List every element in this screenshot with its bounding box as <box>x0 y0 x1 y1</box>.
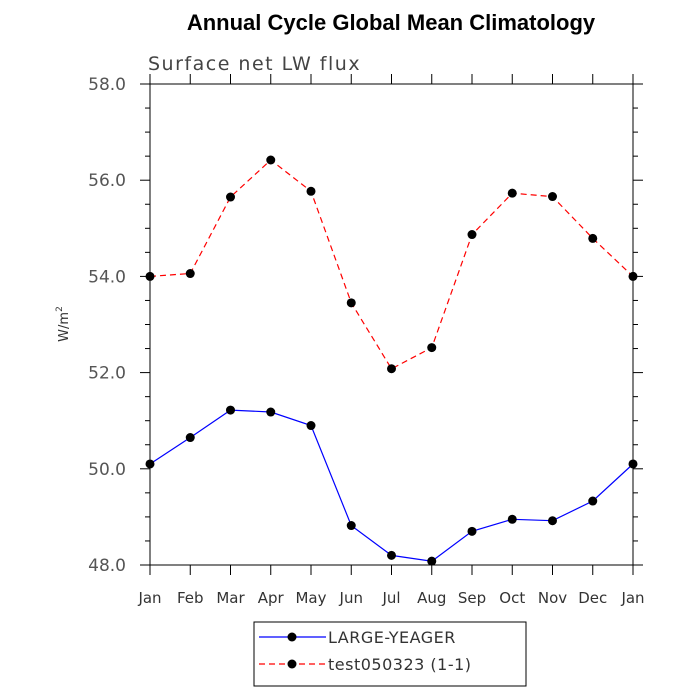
series-line-test050323-1-1 <box>149 159 634 370</box>
chart-title: Annual Cycle Global Mean Climatology <box>187 10 596 35</box>
data-point-test050323-1-1 <box>628 271 638 281</box>
y-axis-label-superscript: 2 <box>55 306 65 312</box>
x-tick-label: Aug <box>417 589 446 607</box>
data-point-large-yeager <box>507 514 517 524</box>
x-tick-label: Dec <box>578 589 607 607</box>
x-tick-label: Jun <box>339 589 363 607</box>
y-tick-label: 48.0 <box>88 556 126 576</box>
data-point-large-yeager <box>226 405 235 415</box>
plot-frame <box>149 83 634 566</box>
data-point-test050323-1-1 <box>145 271 155 281</box>
x-tick-label: Jul <box>381 589 400 607</box>
y-tick-label: 56.0 <box>88 171 126 191</box>
data-point-large-yeager <box>548 516 557 526</box>
data-point-large-yeager <box>588 496 598 506</box>
y-axis-ticks: 48.0 50.0 52.0 54.0 56.0 58.0 <box>88 75 643 576</box>
x-tick-label: May <box>295 589 326 607</box>
data-point-test050323-1-1 <box>185 269 195 279</box>
data-point-large-yeager <box>266 407 276 417</box>
data-point-large-yeager <box>387 550 396 560</box>
legend-box <box>253 621 527 687</box>
y-tick-label: 50.0 <box>88 460 126 480</box>
data-point-large-yeager <box>185 433 195 443</box>
legend-label-large-yeager: LARGE-YEAGER <box>328 628 456 647</box>
y-tick-label: 54.0 <box>88 267 126 287</box>
data-point-large-yeager <box>306 421 316 431</box>
data-point-test050323-1-1 <box>387 364 396 374</box>
legend-marker-test050323 <box>287 659 297 669</box>
data-point-test050323-1-1 <box>588 233 598 243</box>
x-axis-ticks: Jan Feb Mar Apr May Jun Jul Aug Sep Oct Nov Dec Jan <box>137 74 645 607</box>
data-point-test050323-1-1 <box>226 192 235 202</box>
data-point-test050323-1-1 <box>467 230 477 240</box>
data-point-test050323-1-1 <box>346 298 356 308</box>
data-point-test050323-1-1 <box>507 188 517 198</box>
data-point-large-yeager <box>467 526 477 536</box>
legend: LARGE-YEAGER test050323 (1-1) <box>253 621 527 687</box>
x-tick-label: Nov <box>538 589 567 607</box>
data-point-test050323-1-1 <box>548 192 557 202</box>
legend-label-test050323: test050323 (1-1) <box>328 655 472 674</box>
series-line-large-yeager <box>149 409 634 562</box>
x-tick-label: Oct <box>499 589 525 607</box>
series-layer <box>145 155 638 566</box>
data-point-large-yeager <box>427 556 437 566</box>
x-tick-label: Sep <box>458 589 486 607</box>
data-point-test050323-1-1 <box>306 186 316 196</box>
data-point-test050323-1-1 <box>266 155 276 165</box>
data-point-large-yeager <box>346 521 356 531</box>
y-tick-label: 52.0 <box>88 364 126 384</box>
data-point-test050323-1-1 <box>427 343 437 353</box>
y-axis-label-unit: W/m <box>57 312 72 342</box>
x-tick-label: Apr <box>258 589 285 607</box>
x-tick-label: Jan <box>620 589 644 607</box>
x-tick-label: Mar <box>216 589 245 607</box>
x-tick-label: Feb <box>177 589 204 607</box>
y-axis-label: W/m2 <box>55 306 72 342</box>
chart-subtitle: Surface net LW flux <box>148 53 361 75</box>
legend-marker-large-yeager <box>287 632 297 642</box>
data-point-large-yeager <box>628 459 638 469</box>
x-tick-label: Jan <box>137 589 161 607</box>
y-tick-label: 58.0 <box>88 75 126 95</box>
data-point-large-yeager <box>145 459 155 469</box>
